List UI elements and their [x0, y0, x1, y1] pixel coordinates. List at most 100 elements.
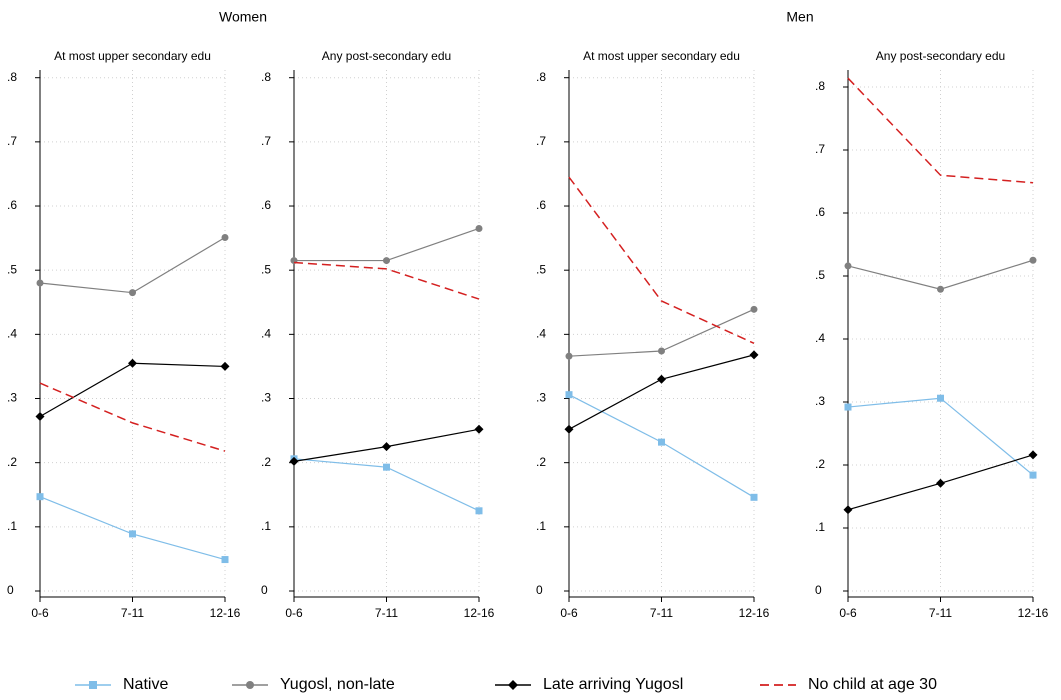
- y-tick-label: .4: [815, 331, 825, 345]
- x-tick-label: 7-11: [375, 606, 398, 620]
- series-line: [39, 382, 226, 452]
- y-tick-label: .6: [7, 198, 17, 212]
- x-tick-label: 12-16: [210, 606, 241, 620]
- marker-square: [1029, 471, 1037, 479]
- marker-square: [937, 394, 944, 402]
- marker-diamond: [936, 478, 945, 488]
- marker-diamond: [382, 442, 391, 452]
- marker-diamond: [289, 456, 299, 466]
- legend-marker: [89, 681, 97, 689]
- x-tick-label: 0-6: [31, 606, 49, 620]
- marker-square: [221, 556, 229, 564]
- y-tick-label: .7: [261, 134, 271, 148]
- marker-circle: [658, 347, 665, 355]
- y-tick-label: .8: [815, 79, 825, 93]
- marker-circle: [475, 224, 483, 232]
- group-title: Women: [219, 9, 267, 25]
- y-tick-label: .4: [261, 327, 271, 341]
- y-tick-label: 0: [261, 583, 268, 597]
- x-tick-label: 7-11: [929, 606, 952, 620]
- marker-circle: [937, 285, 944, 293]
- marker-circle: [565, 352, 573, 360]
- y-tick-label: .8: [536, 70, 546, 84]
- legend-label: Native: [123, 676, 168, 693]
- x-tick-label: 7-11: [121, 606, 144, 620]
- y-tick-label: .4: [536, 327, 546, 341]
- marker-square: [475, 507, 483, 515]
- marker-circle: [750, 305, 758, 313]
- marker-diamond: [843, 505, 853, 515]
- y-tick-label: .1: [7, 519, 17, 533]
- marker-diamond: [657, 374, 666, 384]
- marker-diamond: [35, 411, 45, 421]
- y-tick-label: .7: [7, 134, 17, 148]
- legend-marker: [246, 681, 254, 689]
- y-tick-label: .6: [536, 198, 546, 212]
- series-line: [847, 77, 1034, 184]
- y-tick-label: .2: [815, 457, 825, 471]
- marker-square: [565, 391, 573, 399]
- y-tick-label: .4: [7, 327, 17, 341]
- x-tick-label: 12-16: [739, 606, 770, 620]
- y-tick-label: .6: [815, 205, 825, 219]
- group-title: Men: [786, 9, 813, 25]
- y-tick-label: 0: [7, 583, 14, 597]
- legend-marker: [508, 680, 518, 690]
- x-tick-label: 0-6: [560, 606, 578, 620]
- marker-diamond: [128, 358, 137, 368]
- marker-circle: [1029, 256, 1037, 264]
- legend-label: Late arriving Yugosl: [543, 676, 683, 693]
- y-tick-label: .7: [815, 142, 825, 156]
- x-tick-label: 12-16: [1018, 606, 1049, 620]
- marker-square: [129, 530, 136, 538]
- marker-square: [383, 463, 390, 471]
- panel-title: At most upper secondary edu: [583, 49, 740, 63]
- y-tick-label: 0: [536, 583, 543, 597]
- x-tick-label: 7-11: [650, 606, 673, 620]
- marker-circle: [221, 233, 229, 241]
- y-tick-label: .1: [536, 519, 546, 533]
- marker-diamond: [564, 424, 574, 434]
- x-tick-label: 0-6: [839, 606, 857, 620]
- legend-label: No child at age 30: [808, 676, 937, 693]
- marker-square: [36, 493, 44, 501]
- x-tick-label: 0-6: [285, 606, 303, 620]
- marker-square: [750, 493, 758, 501]
- marker-circle: [129, 289, 136, 297]
- marker-diamond: [1028, 450, 1038, 460]
- series-line: [39, 362, 226, 417]
- marker-circle: [383, 257, 390, 265]
- panel-title: At most upper secondary edu: [54, 49, 211, 63]
- series-line: [293, 261, 480, 300]
- marker-diamond: [220, 361, 230, 371]
- y-tick-label: .5: [261, 262, 271, 276]
- y-tick-label: .6: [261, 198, 271, 212]
- series-line: [294, 227, 480, 262]
- y-tick-label: .8: [7, 70, 17, 84]
- y-tick-label: .3: [7, 391, 17, 405]
- y-tick-label: .5: [815, 268, 825, 282]
- series-line: [39, 236, 226, 294]
- y-tick-label: .1: [261, 519, 271, 533]
- series-line: [568, 176, 755, 345]
- y-tick-label: .5: [536, 262, 546, 276]
- legend-label: Yugosl, non-late: [280, 676, 395, 693]
- y-tick-label: 0: [815, 583, 822, 597]
- panel-title: Any post-secondary edu: [322, 49, 451, 63]
- y-tick-label: .3: [261, 391, 271, 405]
- y-tick-label: .2: [7, 455, 17, 469]
- marker-circle: [844, 262, 852, 270]
- y-tick-label: .8: [261, 70, 271, 84]
- marker-square: [844, 403, 852, 411]
- marker-circle: [36, 279, 44, 287]
- x-tick-label: 12-16: [464, 606, 495, 620]
- y-tick-label: .7: [536, 134, 546, 148]
- marker-square: [658, 438, 665, 446]
- panel-title: Any post-secondary edu: [876, 49, 1005, 63]
- marker-diamond: [749, 350, 759, 360]
- y-tick-label: .2: [536, 455, 546, 469]
- marker-diamond: [474, 424, 484, 434]
- y-tick-label: .3: [815, 394, 825, 408]
- y-tick-label: .5: [7, 262, 17, 276]
